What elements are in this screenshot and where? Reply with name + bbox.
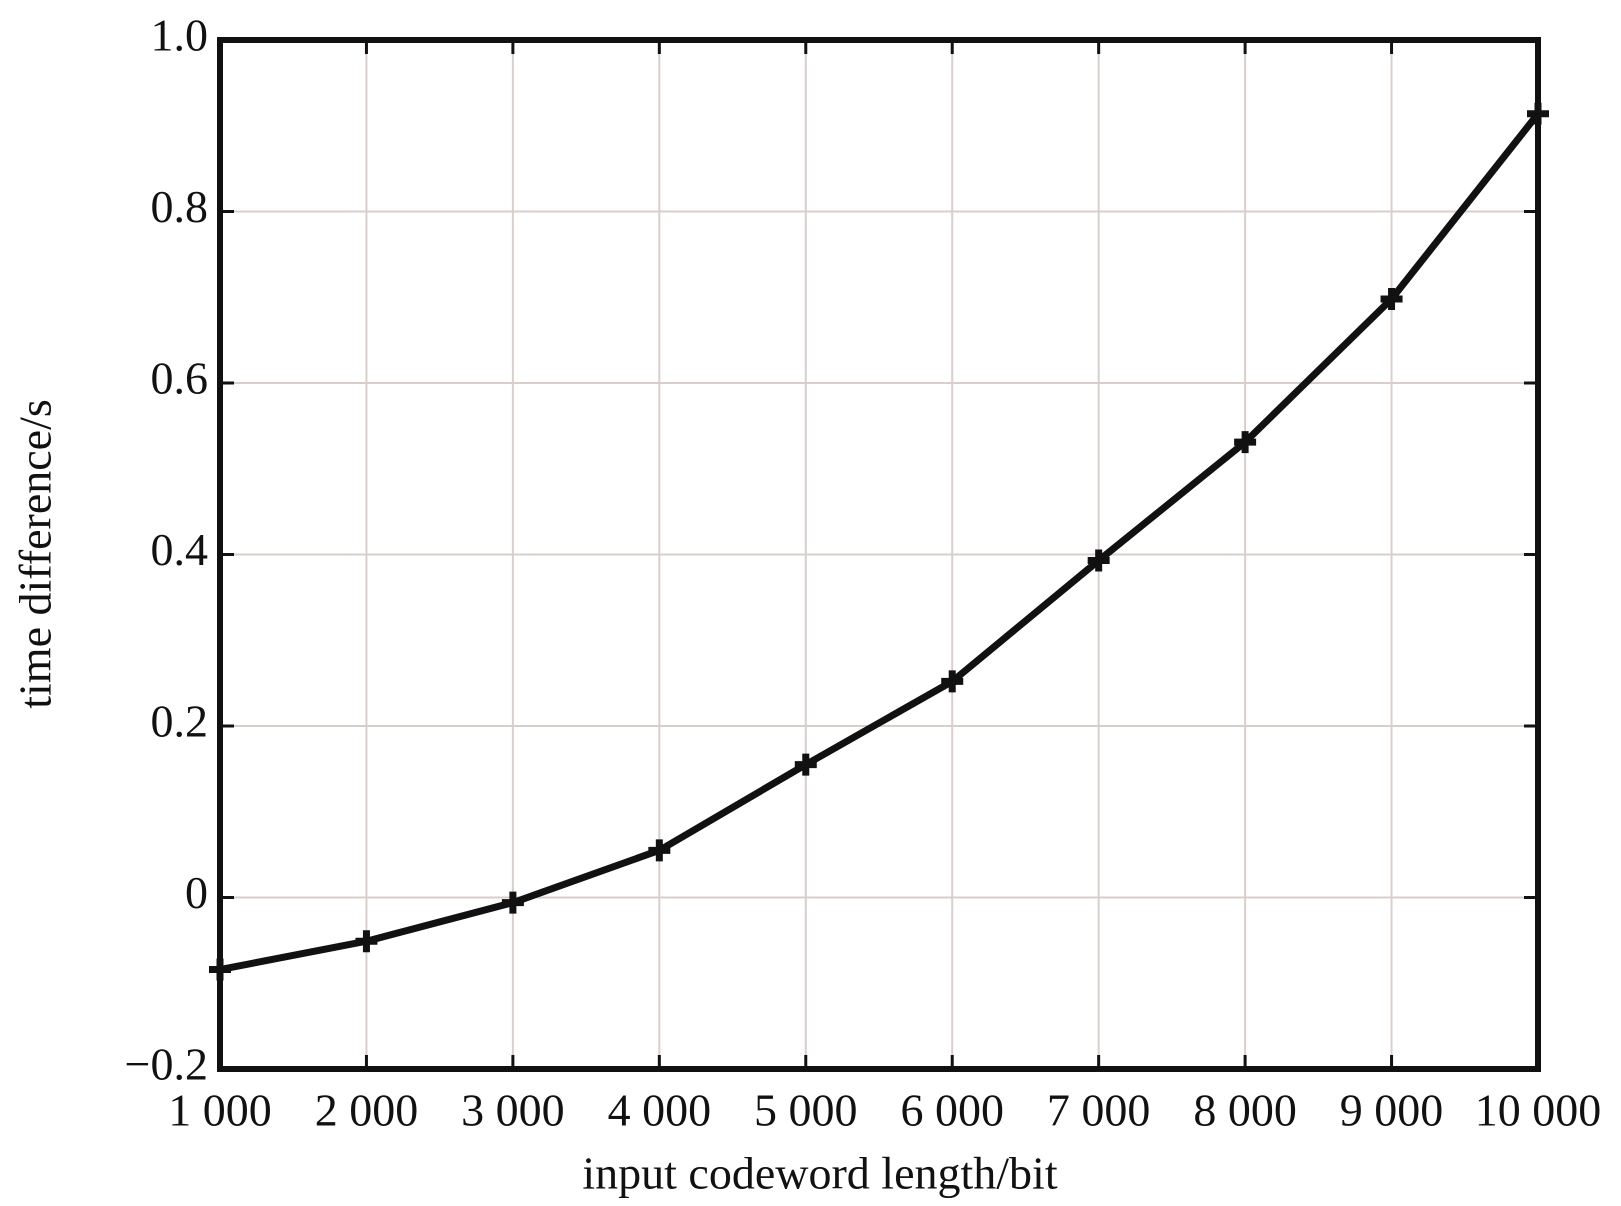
marker (355, 930, 378, 953)
x-tick-label: 4 000 (608, 1085, 712, 1136)
marker (1527, 102, 1549, 125)
marker (1087, 549, 1110, 572)
y-tick-label: −0.2 (125, 1039, 208, 1090)
marker (1380, 287, 1403, 310)
x-tick-label: 2 000 (315, 1085, 419, 1136)
x-tick-label: 1 000 (168, 1085, 272, 1136)
marker (209, 958, 231, 981)
marker (941, 670, 964, 693)
y-tick-label: 0.8 (151, 181, 209, 232)
x-tick-label: 9 000 (1340, 1085, 1444, 1136)
x-tick-label: 10 000 (1475, 1085, 1602, 1136)
x-tick-label: 8 000 (1193, 1085, 1297, 1136)
y-tick-label: 0.2 (151, 696, 209, 747)
plot-frame (217, 37, 1541, 1072)
x-tick-label: 7 000 (1047, 1085, 1151, 1136)
marker (648, 839, 671, 862)
y-tick-label: 0.4 (151, 524, 209, 575)
marker (1234, 431, 1257, 454)
x-axis-label: input codeword length/bit (582, 1148, 1057, 1199)
x-tick-label: 3 000 (461, 1085, 565, 1136)
y-tick-label: 0.6 (151, 353, 209, 404)
marker (501, 891, 524, 914)
marker (794, 753, 817, 776)
x-tick-label: 5 000 (754, 1085, 858, 1136)
y-tick-label: 0 (185, 867, 208, 918)
y-tick-label: 1.0 (151, 10, 209, 61)
x-tick-label: 6 000 (900, 1085, 1004, 1136)
series-line (219, 111, 1541, 973)
y-axis-label: time difference/s (10, 399, 61, 709)
